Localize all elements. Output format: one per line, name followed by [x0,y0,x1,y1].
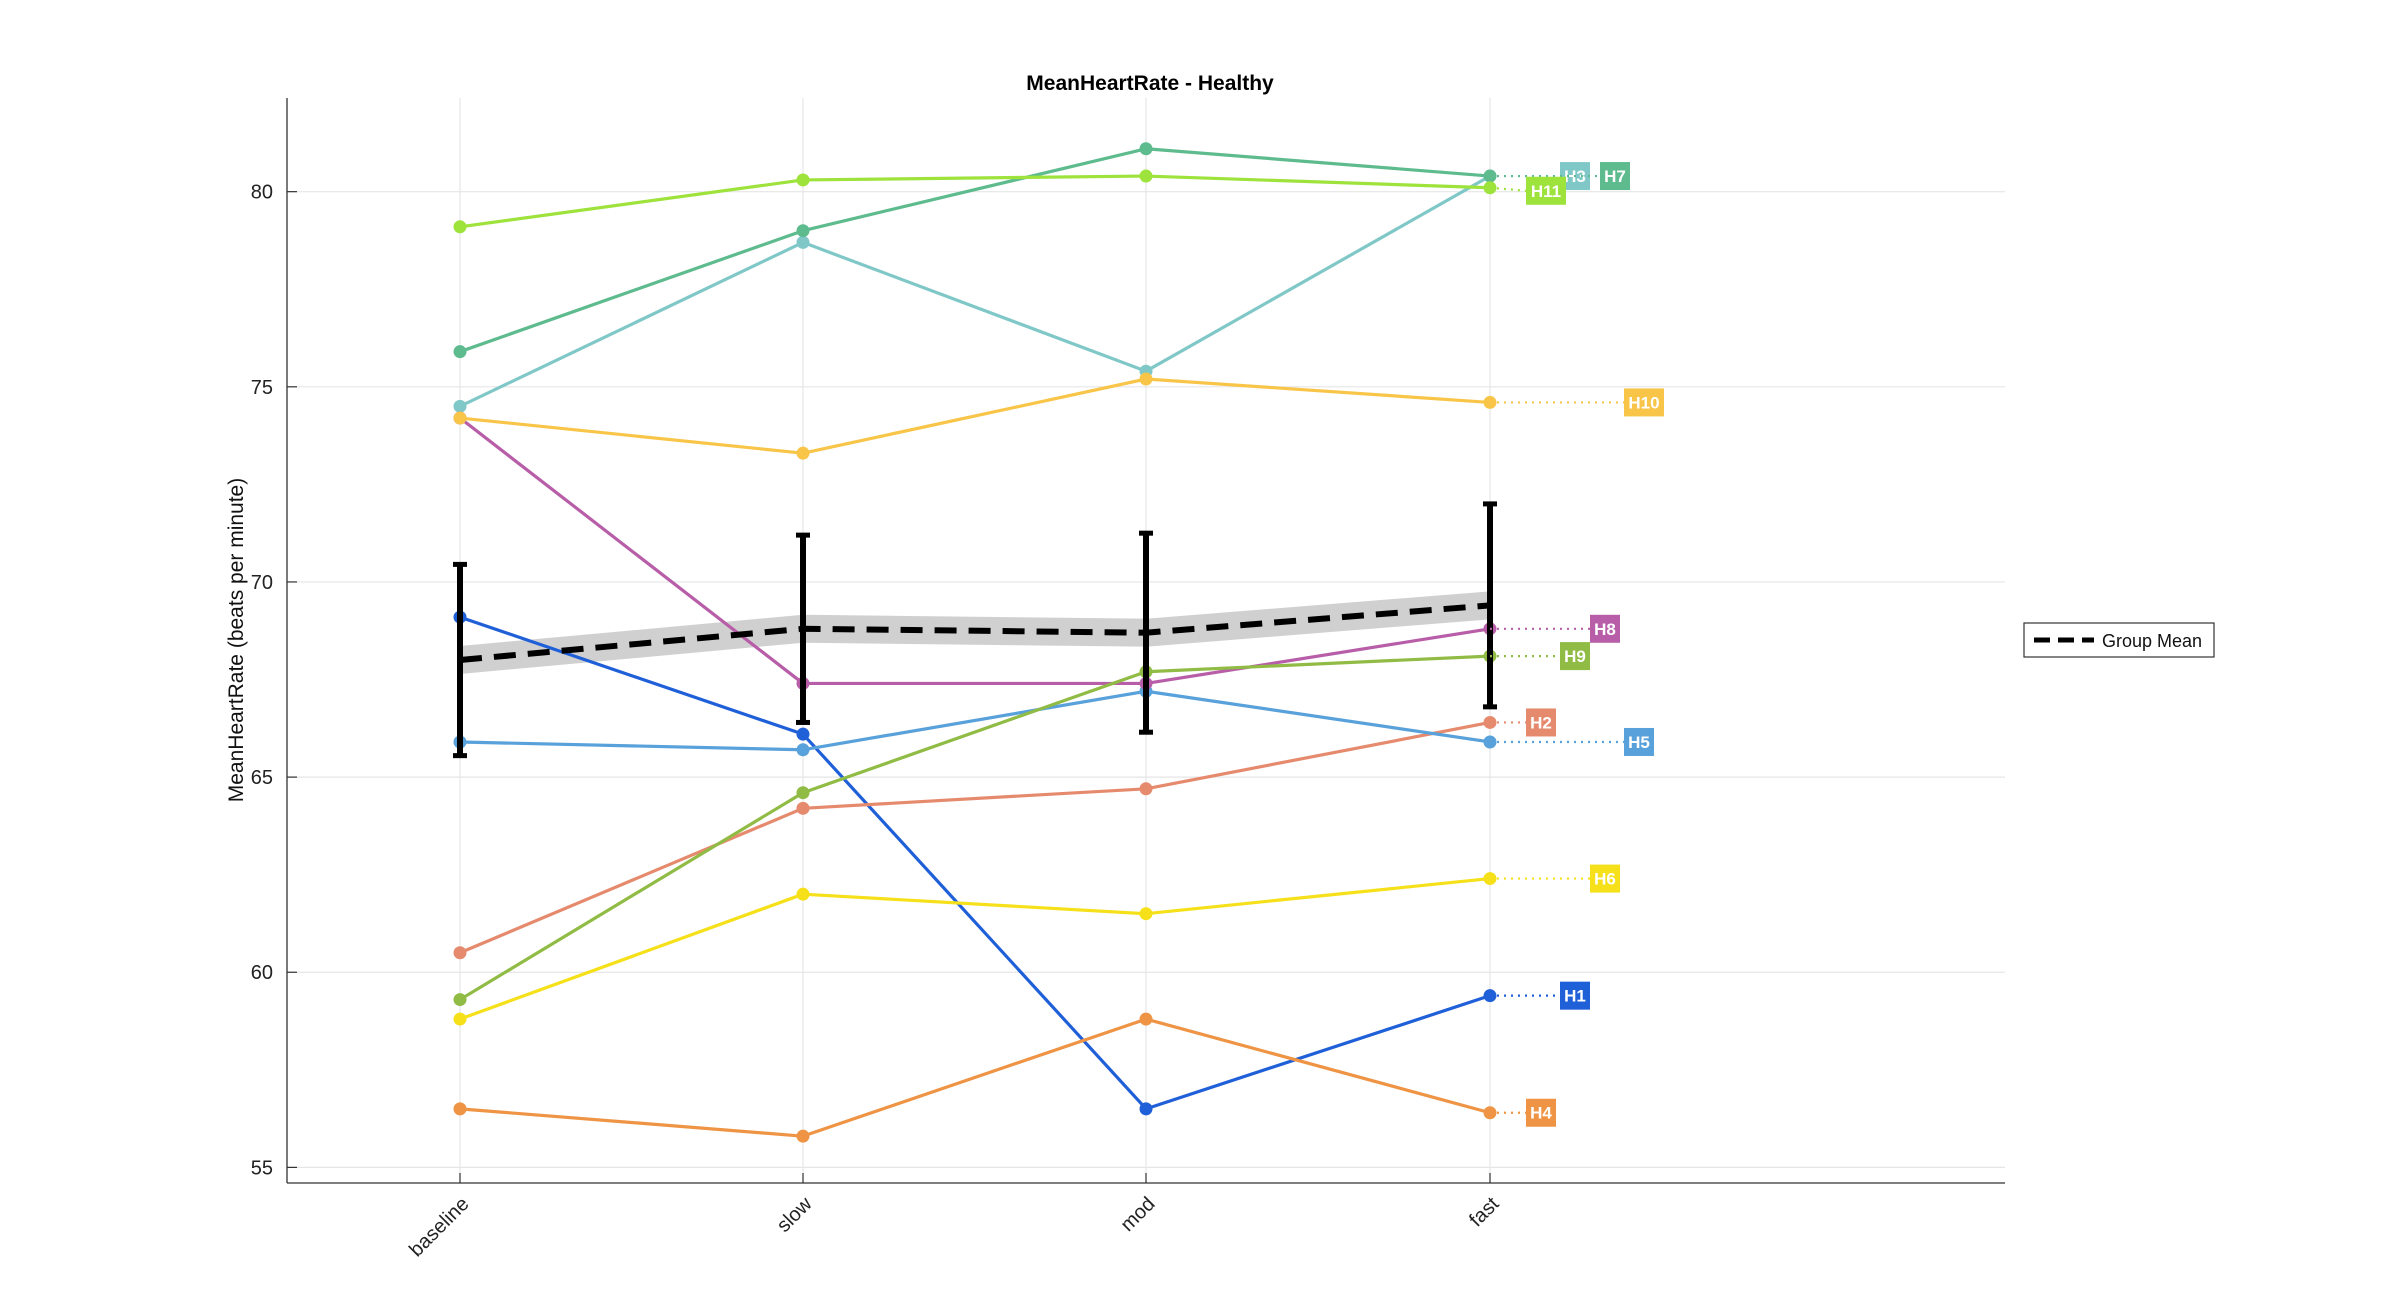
tag-h5: H5 [1490,727,1654,756]
tag-label: H4 [1530,1104,1552,1123]
tag-box [1590,614,1620,643]
data-point [1139,1012,1153,1026]
legend: Group Mean [2023,622,2215,658]
x-tick-label: fast [1465,1193,1504,1232]
tag-box [1526,708,1556,737]
series-line [459,416,1491,686]
group-mean-line [459,602,1491,664]
tag-label: H9 [1564,647,1586,666]
series-h6 [453,872,1497,1026]
tag-label: H8 [1594,620,1616,639]
tag-label: H5 [1628,733,1650,752]
legend-box [2023,622,2215,658]
data-point [796,173,810,187]
series-h7 [453,142,1497,359]
x-tick-label: slow [773,1193,817,1237]
series-line [459,689,1491,752]
data-point [796,446,810,460]
series [453,142,1497,1143]
tag-box [1560,642,1590,671]
tag-box [1600,162,1630,191]
series-h2 [453,715,1497,960]
tag-box [1624,388,1664,417]
series-line [459,377,1491,455]
series-h5 [453,684,1497,757]
legend-label: Group Mean [2102,631,2202,651]
data-point [1139,907,1153,921]
data-point [453,1012,467,1026]
data-point [796,786,810,800]
tag-label: H2 [1530,713,1552,732]
data-point [796,224,810,238]
series-line [459,720,1491,955]
y-axis-label: MeanHeartRate (beats per minute) [225,478,248,803]
tag-box [1526,1098,1556,1127]
series-h4 [453,1012,1497,1143]
series-line [459,615,1491,1111]
data-point [453,411,467,425]
y-tick-label: 65 [251,767,273,789]
tag-h2: H2 [1490,708,1556,737]
y-tick-label: 70 [251,572,273,594]
series-h1 [453,610,1497,1116]
tag-h8: H8 [1490,614,1620,643]
tag-box [1560,981,1590,1010]
chart-title: MeanHeartRate - Healthy [1026,72,1274,95]
series-line [459,654,1491,1001]
data-point [796,727,810,741]
data-point [796,1129,810,1143]
series-h3 [453,169,1497,413]
series-line [459,876,1491,1021]
data-point [1139,782,1153,796]
series-line [459,147,1491,354]
data-point [1139,142,1153,156]
tag-h1: H1 [1490,981,1590,1010]
data-point [1139,1102,1153,1116]
tag-label: H7 [1604,167,1626,186]
data-point [796,235,810,249]
data-point [796,743,810,757]
series-line [459,174,1491,229]
tag-label: H11 [1531,182,1561,201]
data-point [1139,372,1153,386]
tag-h10: H10 [1490,388,1664,417]
series-h11 [453,169,1497,234]
tag-h4: H4 [1490,1098,1556,1127]
x-tick-label: mod [1116,1193,1159,1236]
y-tick-label: 75 [251,377,273,399]
tag-label: H10 [1628,393,1659,412]
tag-box [1526,176,1566,205]
data-point [453,993,467,1007]
data-point [453,1102,467,1116]
tag-label: H6 [1594,870,1616,889]
y-tick-label: 60 [251,962,273,984]
series-h10 [453,372,1497,460]
tag-h9: H9 [1490,642,1590,671]
group-mean [453,501,1497,759]
data-point [453,345,467,359]
tag-h11: H11 [1489,176,1566,205]
series-h9 [453,649,1497,1007]
tag-box [1590,864,1620,893]
data-point [1139,169,1153,183]
tag-h6: H6 [1490,864,1620,893]
data-point [453,399,467,413]
tag-box [1624,727,1654,756]
y-tick-label: 55 [251,1157,273,1179]
tag-h7: H7 [1490,162,1630,191]
data-point [453,946,467,960]
data-point [796,801,810,815]
series-line [459,1017,1491,1138]
data-point [796,887,810,901]
tag-label: H1 [1564,987,1586,1006]
series-line [459,174,1491,408]
y-tick-label: 80 [251,182,273,204]
data-point [453,220,467,234]
x-tick-label: baseline [405,1193,473,1261]
